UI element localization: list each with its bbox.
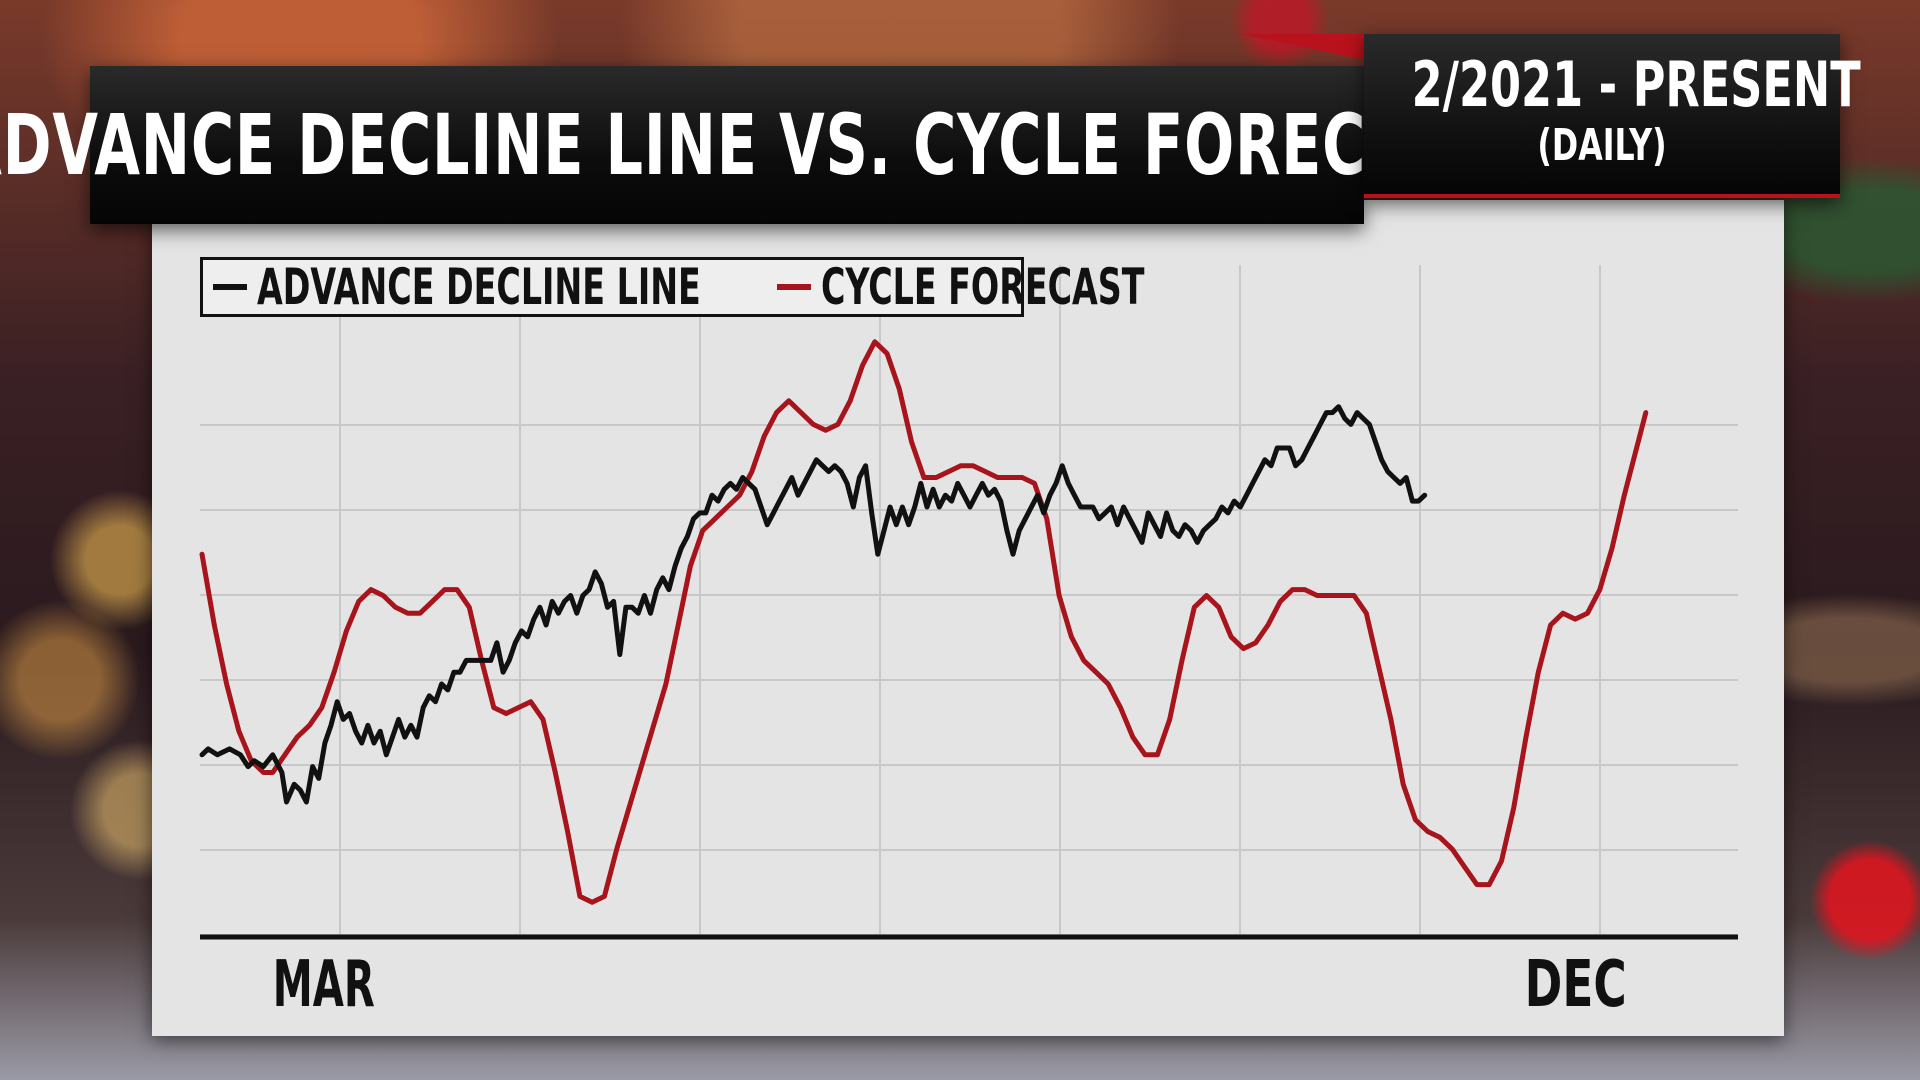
legend-label-advance-decline: ADVANCE DECLINE LINE [257, 258, 701, 316]
legend-swatch-advance-decline [213, 284, 247, 290]
title-bar: ADVANCE DECLINE LINE VS. CYCLE FORECAST [0, 66, 1497, 224]
frequency-label: (DAILY) [1537, 120, 1667, 171]
legend-swatch-cycle-forecast [776, 284, 811, 290]
x-tick-label-dec: DEC [1525, 948, 1627, 1022]
x-tick-labels: MAR DEC [273, 948, 1627, 1022]
x-tick-label-mar: MAR [273, 948, 375, 1022]
date-box-accent [1242, 34, 1364, 60]
date-box: 2/2021 - PRESENT (DAILY) [1364, 34, 1861, 198]
legend-item-advance-decline: ADVANCE DECLINE LINE [213, 258, 757, 316]
series-line-advance-decline-line [199, 404, 1428, 805]
legend-label-cycle-forecast: CYCLE FORECAST [820, 258, 1145, 316]
date-range-label: 2/2021 - PRESENT [1411, 48, 1861, 121]
chart-series-layer [199, 339, 1649, 905]
chart-grid [200, 265, 1738, 936]
chart-panel [152, 200, 1784, 1036]
chart-title: ADVANCE DECLINE LINE VS. CYCLE FORECAST [0, 96, 1498, 194]
legend-item-cycle-forecast: CYCLE FORECAST [776, 258, 1178, 316]
chart-legend: ADVANCE DECLINE LINE CYCLE FORECAST [200, 257, 1144, 317]
series-line-cycle-forecast [199, 339, 1649, 905]
